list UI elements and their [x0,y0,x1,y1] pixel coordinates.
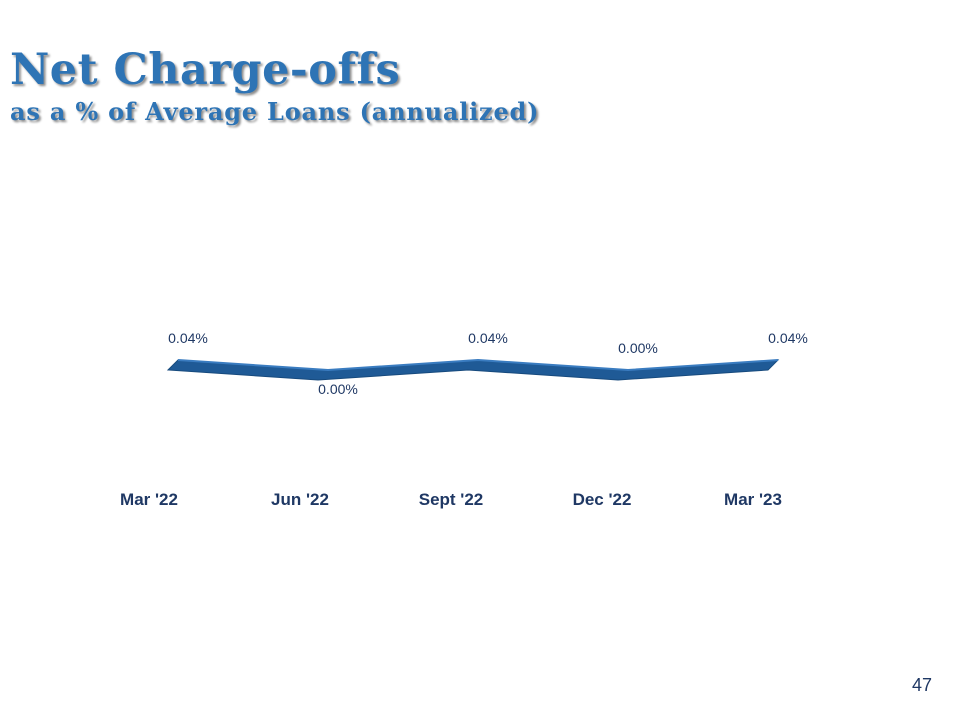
page-title: Net Charge-offs [10,45,401,95]
data-label: 0.04% [768,330,808,346]
data-label: 0.00% [618,340,658,356]
category-label: Dec '22 [573,490,632,509]
data-label: 0.04% [468,330,508,346]
category-label: Mar '23 [724,490,782,509]
page-subtitle: as a % of Average Loans (annualized) [10,97,540,126]
data-point [322,374,324,376]
data-label: 0.00% [318,381,358,397]
category-label: Mar '22 [120,490,178,509]
category-label: Sept '22 [419,490,484,509]
category-label: Jun '22 [271,490,329,509]
series-line [177,358,779,372]
data-point [472,364,474,366]
series-ribbon [166,359,780,381]
page-number: 47 [911,675,932,695]
data-point [622,374,624,376]
data-point [772,364,774,366]
data-point [172,364,174,366]
data-label: 0.04% [168,330,208,346]
